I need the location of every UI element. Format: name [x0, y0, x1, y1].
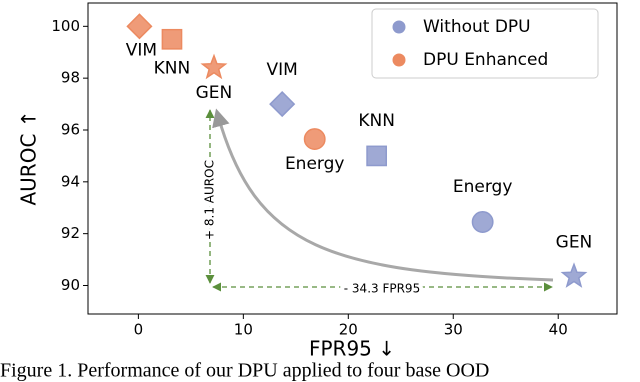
data-point: [269, 91, 296, 118]
data-point: [200, 53, 228, 80]
data-point: [560, 262, 588, 288]
y-tick-label: 94: [61, 172, 80, 190]
legend-marker: [392, 53, 406, 67]
data-point: [366, 145, 387, 167]
x-tick-label: 40: [549, 321, 568, 339]
data-point: [161, 28, 183, 50]
y-tick-label: 90: [61, 276, 80, 294]
x-axis-label: FPR95 ↓: [309, 337, 395, 361]
trend-arrow: [212, 108, 554, 282]
y-tick-label: 100: [51, 17, 80, 35]
point-label: Energy: [285, 154, 345, 174]
legend-label: DPU Enhanced: [423, 50, 548, 70]
point-label: VIM: [267, 60, 298, 80]
data-point: [303, 128, 326, 151]
point-label: GEN: [556, 232, 593, 252]
point-label: VIM: [126, 40, 157, 60]
x-tick-label: 30: [444, 321, 463, 339]
plot-frame: [87, 2, 618, 315]
x-tick-label: 20: [339, 321, 358, 339]
y-tick-label: 92: [61, 224, 80, 242]
y-tick-label: 98: [61, 69, 80, 87]
legend-marker: [392, 20, 406, 34]
caption: Figure 1. Performance of our DPU applied…: [0, 360, 489, 382]
annotation: - 34.3 FPR95: [344, 282, 420, 296]
y-tick-label: 96: [61, 120, 80, 138]
y-axis-label: AUROC ↑: [17, 110, 41, 205]
data-point: [126, 13, 153, 40]
data-point: [471, 211, 494, 233]
point-label: GEN: [196, 83, 233, 103]
x-tick-label: 10: [234, 321, 253, 339]
x-tick-label: 0: [134, 321, 144, 339]
point-label: KNN: [154, 58, 191, 78]
annotation: + 8.1 AUROC: [203, 160, 217, 240]
point-label: KNN: [358, 111, 395, 131]
legend-label: Without DPU: [423, 17, 531, 37]
legend-box: [371, 8, 599, 79]
point-label: Energy: [453, 177, 513, 197]
